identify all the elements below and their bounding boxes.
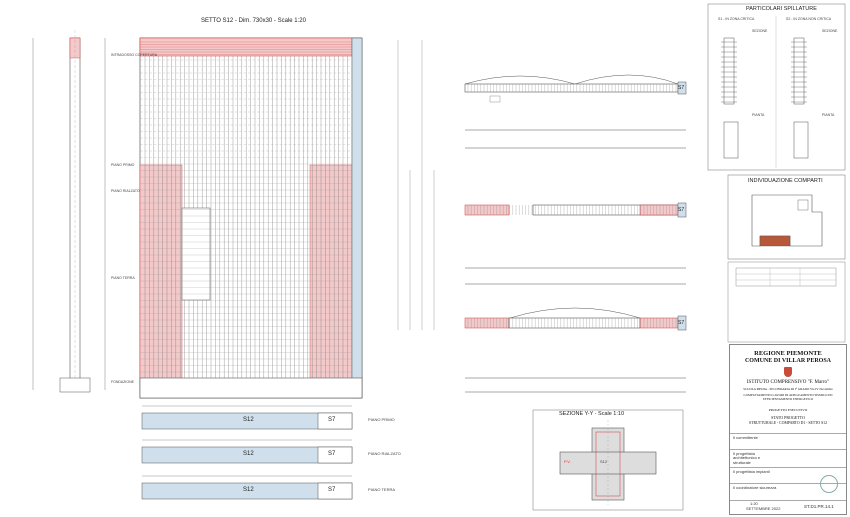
elevation-label-piano-primo: PIANO PRIMO [111, 163, 135, 167]
tb-date: SETTEMBRE 2022 [746, 506, 781, 511]
details-title: PARTICOLARI SPILLATURE [746, 6, 817, 12]
tb-role-3: Il progettista impianti [733, 469, 770, 474]
strip-2-level: PIANO RIALZATO [368, 451, 401, 456]
horizontal-rebars [140, 41, 352, 373]
details-sub-3: PIANTA [752, 113, 765, 117]
main-title: SETTO S12 - Dim. 730x30 - Scale 1:20 [201, 18, 306, 24]
spillature-ties [721, 41, 807, 103]
tb-school: SCUOLA MEDIA - SECONDARIA DI I° GRADO Vi… [743, 387, 833, 391]
vertical-rebars [144, 56, 352, 378]
section-tag-s12: S12 [600, 459, 608, 464]
tb-code: ST.D1.PR.14.1 [804, 504, 834, 509]
key-plan [727, 174, 846, 260]
elevation-label-piano-terra: PIANO TERRA [111, 276, 135, 280]
beam-detail-1 [464, 74, 687, 149]
wall-section-column [32, 30, 106, 393]
details-sub-1: SEZIONE [752, 29, 768, 33]
tb-comune: COMUNE DI VILLAR PEROSA [744, 358, 832, 364]
section-yy [532, 409, 684, 511]
plan-tag-1: S7 [678, 85, 685, 91]
beam-stirrups [467, 84, 677, 328]
tb-scale: 1:20 [750, 501, 758, 506]
tb-role-4: Il coordinatore sicurezza [733, 485, 777, 490]
plan-tag-2: S7 [678, 207, 685, 213]
tb-works: COMPLETAMENTO LAVORI DI ADEGUAMENTO SISM… [743, 393, 833, 401]
strip-3-right: S7 [328, 487, 336, 493]
details-sub-2: SEZIONE [822, 29, 838, 33]
title-block: REGIONE PIEMONTE COMUNE DI VILLAR PEROSA… [729, 344, 847, 515]
strip-2-left: S12 [243, 451, 254, 457]
details-col-2: S2 - IN ZONA NON CRITICA [786, 17, 832, 21]
strip-1-level: PIANO PRIMO [368, 417, 395, 422]
plan-tag-3: S7 [678, 320, 685, 326]
coat-of-arms-icon [784, 367, 792, 377]
beam-detail-3 [464, 307, 687, 393]
stamp-icon [820, 475, 838, 493]
key-plan-title: INDIVIDUAZIONE COMPARTI [748, 178, 823, 184]
elevation-label-piano-rialzato: PIANO RIALZATO [111, 189, 140, 193]
tb-subject: STRUTTURALE - COMPARTO D1 - SETTO S12 [749, 421, 827, 425]
details-col-1: S1 - IN ZONA CRITICA [718, 17, 755, 21]
elevation-label-fondazione: FONDAZIONE [111, 380, 134, 384]
strip-3-left: S12 [243, 487, 254, 493]
strip-1-right: S7 [328, 417, 336, 423]
main-elevation [139, 37, 363, 399]
plan-strips [141, 405, 353, 500]
section-title: SEZIONE Y-Y - Scale 1:10 [559, 411, 625, 417]
details-sub-4: PIANTA [822, 113, 835, 117]
strip-3-level: PIANO TERRA [368, 487, 396, 492]
tb-role-2: Il progettista architettonico e struttur… [733, 451, 761, 465]
strip-2-right: S7 [328, 451, 336, 457]
tb-state: STATO PROGETTO [771, 415, 805, 420]
section-tag-pv: P.V. [564, 459, 571, 464]
tb-institute: ISTITUTO COMPRENSIVO "F. Marro" [746, 380, 830, 385]
tb-region: REGIONE PIEMONTE [754, 350, 822, 357]
strip-1-left: S12 [243, 417, 254, 423]
tb-phase: PROGETTO ESECUTIVO [768, 408, 808, 412]
tb-role-1: Il committente [733, 435, 758, 440]
dimension-chains [397, 40, 435, 330]
elevation-label-intradosso: INTRADOSSO COPERTURA [111, 53, 158, 57]
beam-detail-2 [464, 202, 687, 285]
legend-table [727, 261, 846, 343]
